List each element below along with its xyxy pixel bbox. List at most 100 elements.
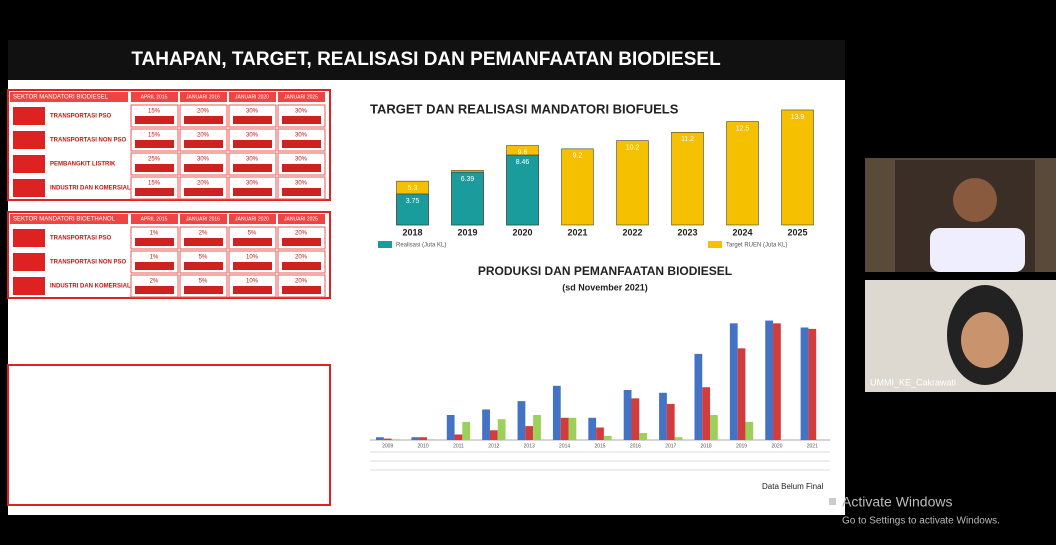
data-label: 5.3 <box>408 185 418 192</box>
sector-icon <box>13 253 45 271</box>
battery <box>135 164 174 172</box>
x-tick-label: 2019 <box>457 227 477 237</box>
bar <box>411 437 420 440</box>
legend-swatch <box>378 241 392 248</box>
cell-value: 20% <box>197 181 210 187</box>
x-tick-label: 2012 <box>488 443 499 449</box>
battery <box>135 238 174 246</box>
battery <box>282 262 321 270</box>
sector-label: PEMBANGKIT LISTRIK <box>50 162 116 168</box>
cell-value: 10% <box>246 255 259 261</box>
bar <box>446 415 455 440</box>
battery <box>282 286 321 294</box>
battery <box>233 164 272 172</box>
chart-note: Data Belum Final <box>762 482 824 491</box>
x-tick-label: 2014 <box>559 443 570 449</box>
bar <box>533 415 541 440</box>
bar <box>808 328 817 440</box>
cell <box>179 176 228 200</box>
bar <box>616 140 649 226</box>
chart-title: TARGET DAN REALISASI MANDATORI BIOFUELS <box>370 101 679 116</box>
cell <box>277 128 326 152</box>
cell <box>277 176 326 200</box>
battery <box>135 140 174 148</box>
participant-name: UMMI_KE_Cakrawati <box>870 377 956 387</box>
x-tick-label: 2013 <box>524 443 535 449</box>
column-header-bg <box>131 92 178 102</box>
data-label: 9.2 <box>573 153 583 160</box>
bar <box>702 387 711 440</box>
column-header: JANUARI 2020 <box>235 216 269 222</box>
battery <box>184 238 223 246</box>
bar <box>396 193 429 226</box>
x-tick-label: 2019 <box>736 443 747 449</box>
watermark-subtitle: Go to Settings to activate Windows. <box>842 516 1000 527</box>
column-header: APRIL 2015 <box>141 216 168 222</box>
bar <box>462 421 471 440</box>
column-header: JANUARI 2020 <box>235 94 269 100</box>
data-label: 10.2 <box>626 144 640 151</box>
cell <box>130 274 179 298</box>
battery <box>184 116 223 124</box>
x-tick-label: 2009 <box>382 443 393 449</box>
sector-icon <box>13 155 45 173</box>
mandate-header: SEKTOR MANDATORI BIOETHANOL <box>13 217 116 223</box>
bar <box>383 438 392 440</box>
chart-title: PRODUKSI DAN PEMANFAATAN BIODIESEL <box>478 264 732 278</box>
cell <box>179 226 228 250</box>
bar <box>454 434 463 440</box>
cell <box>130 152 179 176</box>
cell-value: 1% <box>150 255 159 261</box>
column-header-bg <box>278 92 325 102</box>
mandate-box <box>7 89 331 201</box>
title-bar <box>8 40 845 80</box>
cell-value: 15% <box>148 133 161 139</box>
x-tick-label: 2011 <box>453 443 464 449</box>
bar <box>694 353 703 440</box>
bar <box>631 398 640 440</box>
battery <box>135 116 174 124</box>
x-tick-label: 2021 <box>807 443 818 449</box>
cell <box>228 176 277 200</box>
cell <box>277 104 326 128</box>
data-label: 13.9 <box>791 114 805 121</box>
bar <box>623 390 632 440</box>
column-header-bg <box>131 214 178 224</box>
sector-icon <box>13 277 45 295</box>
person <box>930 228 1025 272</box>
column-header: APRIL 2015 <box>141 94 168 100</box>
x-tick-label: 2025 <box>787 227 807 237</box>
cell-value: 5% <box>248 231 257 237</box>
sector-icon <box>13 107 45 125</box>
cell <box>277 274 326 298</box>
x-tick-label: 2010 <box>418 443 429 449</box>
column-header: JANUARI 2025 <box>284 216 318 222</box>
person <box>961 312 1009 368</box>
legend-label: Target RUEN (Juta KL) <box>726 243 787 249</box>
battery <box>233 238 272 246</box>
bar <box>674 437 683 440</box>
bar <box>765 320 774 440</box>
bar <box>726 121 759 226</box>
bar <box>639 433 648 440</box>
cell-value: 30% <box>295 181 308 187</box>
person <box>953 178 997 222</box>
cell <box>228 250 277 274</box>
bar <box>659 392 667 440</box>
bar <box>800 327 809 440</box>
battery <box>184 188 223 196</box>
battery <box>282 238 321 246</box>
data-label: 12.5 <box>736 125 750 132</box>
cell-value: 10% <box>246 279 259 285</box>
cell-value: 2% <box>199 231 208 237</box>
battery <box>233 116 272 124</box>
bar <box>426 439 435 440</box>
bar <box>451 171 484 226</box>
cell-value: 30% <box>246 181 259 187</box>
battery <box>282 140 321 148</box>
mandate-box <box>7 364 331 506</box>
slide-title: TAHAPAN, TARGET, REALISASI DAN PEMANFAAT… <box>131 49 721 70</box>
data-label: 6.39 <box>461 176 475 183</box>
watermark-title: Activate Windows <box>842 494 952 510</box>
sector-label: TRANSPORTASI NON PSO <box>50 138 127 144</box>
